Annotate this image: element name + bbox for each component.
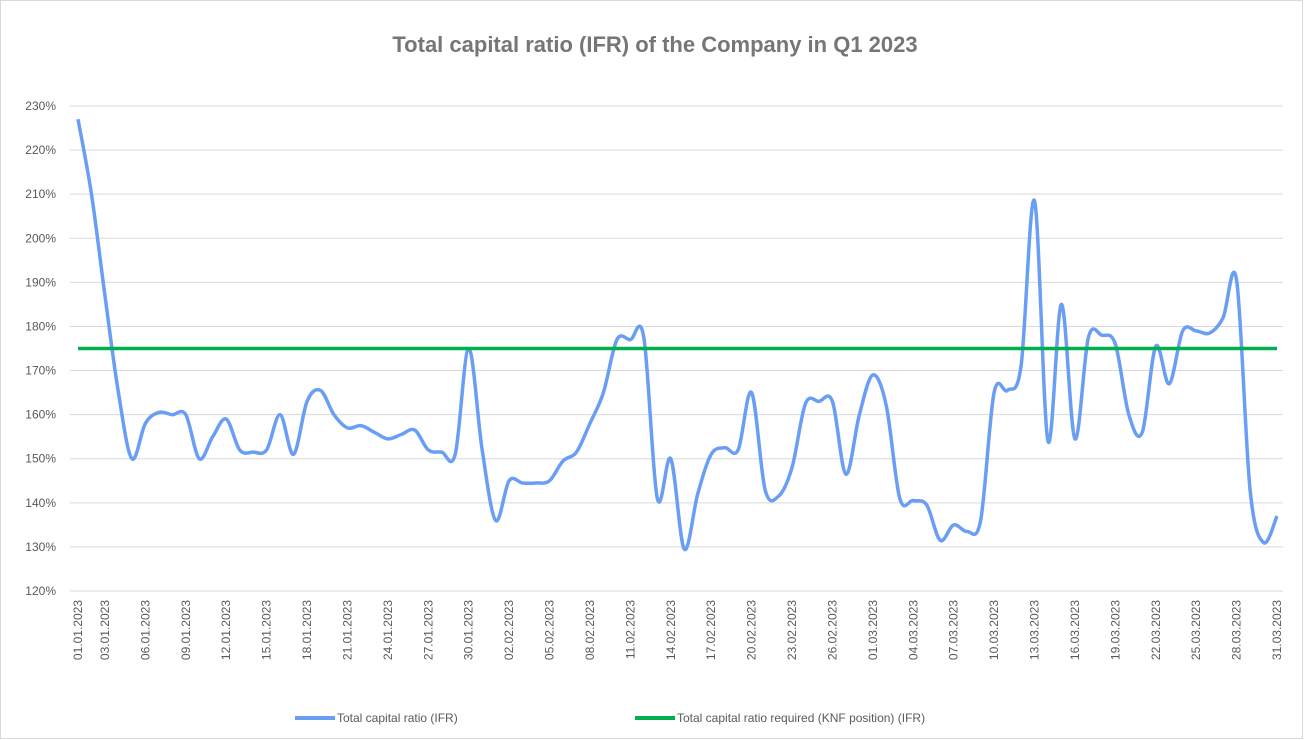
x-tick-label: 25.03.2023: [1189, 600, 1203, 660]
y-tick-label: 190%: [25, 275, 56, 289]
x-tick-label: 01.03.2023: [866, 600, 880, 660]
y-tick-label: 170%: [25, 364, 56, 378]
x-tick-label: 02.02.2023: [502, 600, 516, 660]
x-tick-label: 06.01.2023: [138, 600, 152, 660]
x-tick-label: 09.01.2023: [179, 600, 193, 660]
x-tick-label: 14.02.2023: [664, 600, 678, 660]
x-tick-label: 31.03.2023: [1270, 600, 1284, 660]
x-tick-label: 28.03.2023: [1230, 600, 1244, 660]
x-tick-label: 13.03.2023: [1028, 600, 1042, 660]
x-tick-label: 11.02.2023: [623, 600, 637, 659]
x-tick-label: 30.01.2023: [462, 600, 476, 660]
y-tick-label: 200%: [25, 231, 56, 245]
x-tick-label: 17.02.2023: [704, 600, 718, 660]
legend-label: Total capital ratio (IFR): [337, 711, 458, 725]
x-tick-label: 21.01.2023: [340, 600, 354, 660]
x-tick-label: 27.01.2023: [421, 600, 435, 660]
y-tick-label: 180%: [25, 319, 56, 333]
chart-title: Total capital ratio (IFR) of the Company…: [392, 32, 917, 57]
series-line: [76, 118, 1279, 552]
y-tick-label: 210%: [25, 187, 56, 201]
x-tick-label: 05.02.2023: [543, 600, 557, 660]
x-tick-label: 19.03.2023: [1108, 600, 1122, 660]
x-tick-label: 01.01.2023: [71, 600, 85, 660]
x-tick-label: 16.03.2023: [1068, 600, 1082, 660]
y-tick-label: 140%: [25, 496, 56, 510]
y-tick-label: 220%: [25, 143, 56, 157]
x-tick-label: 04.03.2023: [906, 600, 920, 660]
x-tick-label: 08.02.2023: [583, 600, 597, 660]
x-tick-label: 15.01.2023: [260, 600, 274, 660]
x-tick-label: 20.02.2023: [745, 600, 759, 660]
legend-label: Total capital ratio required (KNF positi…: [677, 711, 925, 725]
x-tick-label: 07.03.2023: [947, 600, 961, 660]
y-tick-label: 130%: [25, 540, 56, 554]
y-tick-label: 150%: [25, 452, 56, 466]
y-tick-label: 120%: [25, 584, 56, 598]
x-tick-label: 10.03.2023: [987, 600, 1001, 660]
y-tick-label: 230%: [25, 99, 56, 113]
y-tick-label: 160%: [25, 408, 56, 422]
x-tick-label: 12.01.2023: [219, 600, 233, 660]
x-tick-label: 24.01.2023: [381, 600, 395, 660]
x-tick-label: 22.03.2023: [1149, 600, 1163, 660]
x-tick-label: 26.02.2023: [825, 600, 839, 660]
x-tick-label: 23.02.2023: [785, 600, 799, 660]
x-tick-label: 18.01.2023: [300, 600, 314, 660]
x-tick-label: 03.01.2023: [98, 600, 112, 660]
